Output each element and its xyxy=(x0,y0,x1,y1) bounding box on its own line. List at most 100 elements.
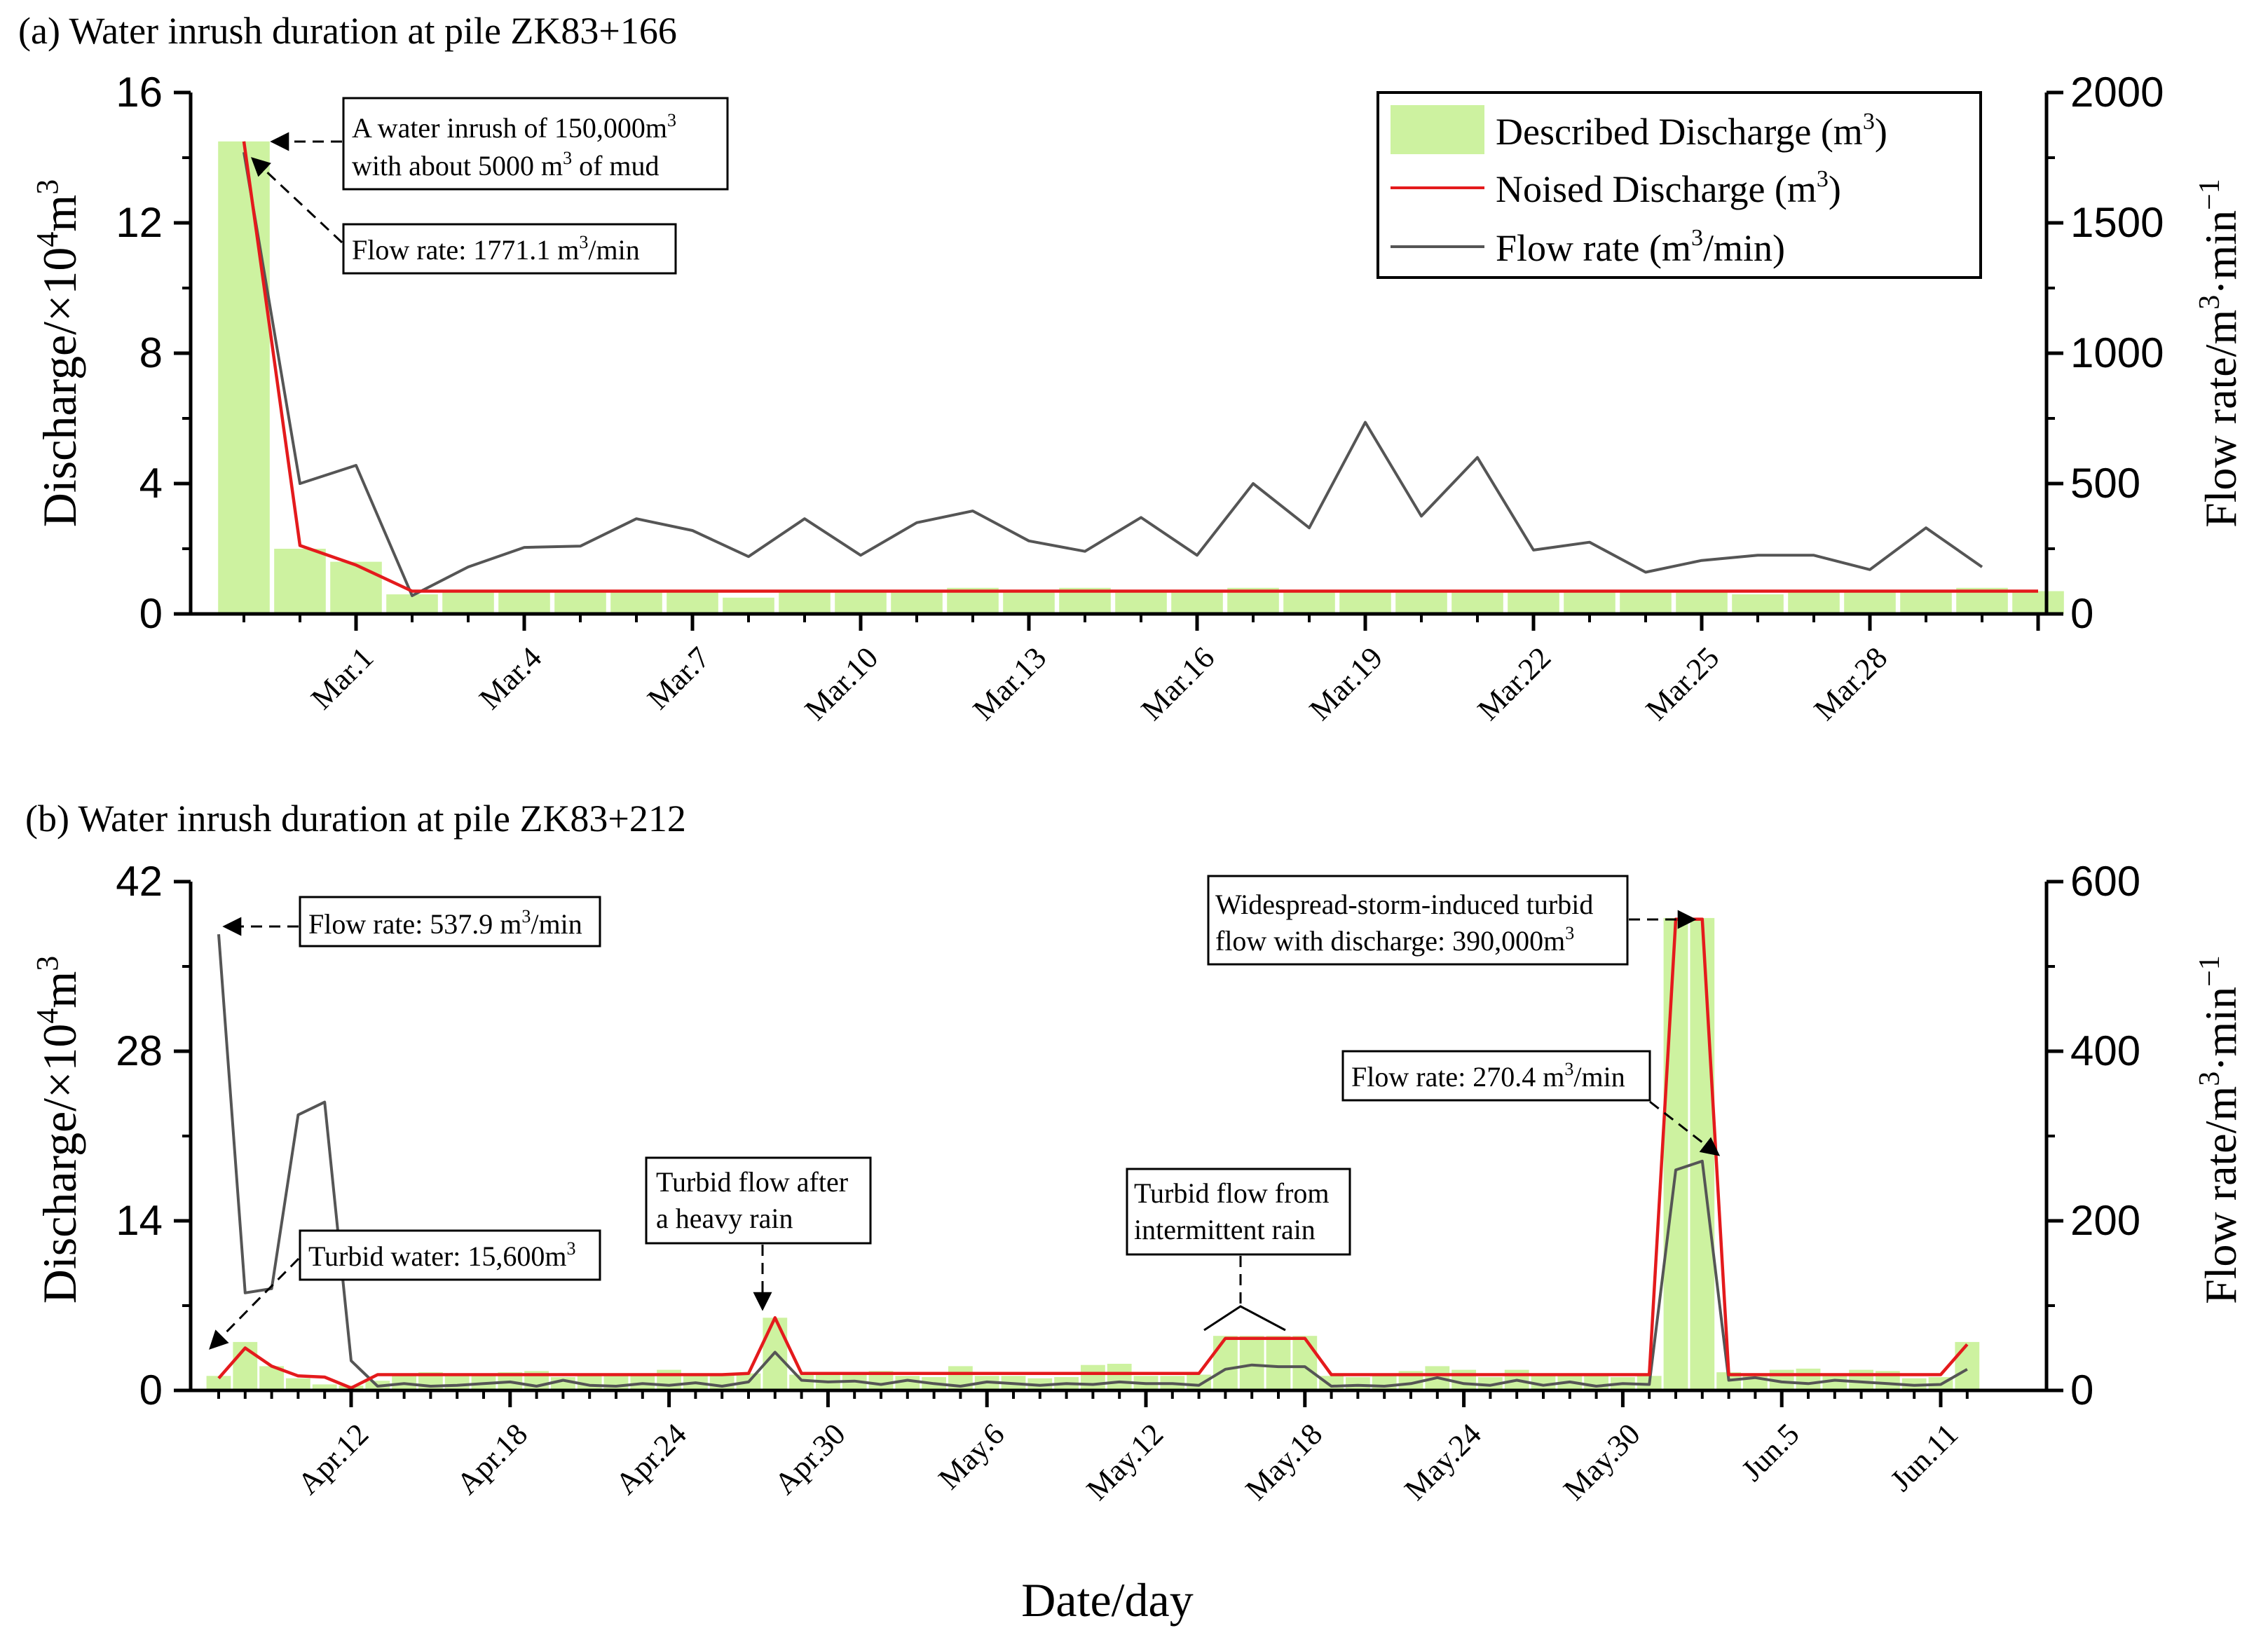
bar xyxy=(1319,1376,1344,1390)
x-tick-label: Mar.16 xyxy=(1135,641,1222,727)
panel-b-annotation-flowrate-peak: Flow rate: 270.4 m3/min xyxy=(1341,1050,1721,1156)
panel-a-y2-label: Flow rate/m3·min−1 xyxy=(2194,179,2246,528)
bar xyxy=(610,591,662,614)
bar xyxy=(206,1376,231,1390)
bar xyxy=(1900,591,1952,614)
annotation-arrow xyxy=(1649,1100,1721,1156)
x-tick-label: Mar.1 xyxy=(304,641,380,716)
bar xyxy=(442,591,494,614)
noised-discharge-line xyxy=(242,141,2038,593)
panel-b-y-ticks: 0 14 28 42 xyxy=(116,858,191,1414)
bar xyxy=(1115,591,1167,614)
annotation-text: Flow rate: 270.4 m3/min xyxy=(1351,1059,1625,1093)
x-tick-label: May.18 xyxy=(1239,1417,1330,1507)
y2-tick-label: 400 xyxy=(2070,1027,2140,1074)
y2-tick-label: 600 xyxy=(2070,858,2140,905)
bar xyxy=(1003,591,1055,614)
panel-b-y-label: Discharge/×104m3 xyxy=(30,956,86,1304)
y-tick-label: 42 xyxy=(116,858,163,905)
annotation-line-2: flow with discharge: 390,000m3 xyxy=(1215,923,1574,957)
annotation-line-1: Turbid flow from xyxy=(1134,1177,1330,1209)
bar xyxy=(1478,1377,1503,1390)
flow-rate-line xyxy=(217,933,1968,1388)
bar xyxy=(1531,1374,1556,1390)
panel-a-title: (a) Water inrush duration at pile ZK83+1… xyxy=(18,10,677,52)
bar xyxy=(1395,591,1447,614)
annotation-box xyxy=(342,223,677,275)
panel-a-x-ticks: Mar.1 Mar.4 Mar.7 Mar.10 Mar.13 Mar.16 Mar.19 M… xyxy=(242,614,2040,727)
x-tick-label: Jun.11 xyxy=(1884,1417,1965,1498)
shared-x-label: Date/day xyxy=(1021,1573,1193,1627)
annotation-line-2: a heavy rain xyxy=(656,1203,793,1234)
panel-b-annotation-flowrate-start: Flow rate: 537.9 m3/min xyxy=(222,896,601,948)
panel-b: (b) Water inrush duration at pile ZK83+2… xyxy=(25,798,2246,1507)
bar xyxy=(286,1378,310,1390)
bar xyxy=(1508,591,1559,614)
panel-a-lines xyxy=(242,141,2038,597)
bar xyxy=(1451,1369,1476,1390)
bar xyxy=(1955,1341,1980,1390)
panel-b-annotation-heavy-rain: Turbid flow after a heavy rain xyxy=(645,1156,872,1311)
panel-b-y2-ticks: 0 200 400 600 xyxy=(2047,858,2140,1414)
y-tick-label: 28 xyxy=(116,1027,163,1074)
panel-b-title: (b) Water inrush duration at pile ZK83+2… xyxy=(25,798,686,840)
bar xyxy=(895,1376,920,1390)
bar xyxy=(1171,591,1223,614)
flow-rate-line xyxy=(242,151,1983,597)
bar xyxy=(1081,1364,1105,1390)
panel-a-y2-ticks: 0 500 1000 1500 2000 xyxy=(2047,69,2164,637)
x-tick-label: May.12 xyxy=(1080,1417,1170,1507)
annotation-arrow xyxy=(209,1257,300,1350)
x-tick-label: Mar.10 xyxy=(798,641,885,727)
panel-a-annotation-flowrate: Flow rate: 1771.1 m3/min xyxy=(251,157,677,275)
annotation-box xyxy=(645,1156,872,1245)
y2-tick-label: 0 xyxy=(2070,590,2093,637)
bar xyxy=(1620,591,1672,614)
y2-tick-label: 1500 xyxy=(2070,199,2164,246)
panel-a-legend: Described Discharge (m3) Noised Discharg… xyxy=(1376,91,1982,279)
y-tick-label: 0 xyxy=(139,1367,163,1414)
bar xyxy=(667,591,718,614)
legend-label-described: Described Discharge (m3) xyxy=(1496,109,1887,153)
bar xyxy=(1844,591,1896,614)
bar xyxy=(1732,594,1784,614)
panel-a-y-label: Discharge/×104m3 xyxy=(30,179,86,528)
annotation-box xyxy=(299,896,601,948)
bar xyxy=(1822,1374,1847,1390)
y2-tick-label: 1000 xyxy=(2070,329,2164,376)
y2-tick-label: 0 xyxy=(2070,1367,2093,1414)
bar xyxy=(1292,1336,1318,1390)
panel-b-y2-label: Flow rate/m3·min−1 xyxy=(2194,955,2246,1304)
y-tick-label: 12 xyxy=(116,199,163,246)
panel-a-annotation-inrush: A water inrush of 150,000m3 with about 5… xyxy=(270,97,729,191)
y2-tick-label: 500 xyxy=(2070,460,2140,507)
annotation-box xyxy=(299,1229,601,1281)
annotation-line-2: with about 5000 m3 of mud xyxy=(352,148,660,182)
bar xyxy=(444,1376,470,1390)
bar xyxy=(1564,591,1615,614)
annotation-box xyxy=(1207,875,1629,966)
bar xyxy=(1372,1376,1397,1390)
bar xyxy=(386,594,438,614)
x-tick-label: Mar.22 xyxy=(1471,641,1558,727)
bar xyxy=(723,597,774,615)
y-tick-label: 16 xyxy=(116,69,163,116)
bar xyxy=(1346,1377,1370,1390)
annotation-box xyxy=(342,97,729,191)
x-tick-label: Apr.18 xyxy=(450,1417,534,1501)
annotation-arrow xyxy=(251,157,343,244)
panel-b-x-ticks: Apr.12 Apr.18 Apr.24 Apr.30 May.6 May.12 May.1… xyxy=(217,1390,1969,1507)
panel-a: (a) Water inrush duration at pile ZK83+1… xyxy=(18,10,2246,727)
x-tick-label: Mar.28 xyxy=(1808,641,1894,727)
y-tick-label: 14 xyxy=(116,1197,163,1244)
bar xyxy=(1796,1368,1821,1390)
bar xyxy=(1451,591,1503,614)
bar xyxy=(1283,591,1335,614)
bar xyxy=(330,561,382,614)
annotation-text: Flow rate: 537.9 m3/min xyxy=(308,906,582,940)
bar xyxy=(835,591,887,614)
bar xyxy=(603,1376,629,1390)
bar xyxy=(312,1384,337,1390)
bar xyxy=(1584,1376,1608,1390)
